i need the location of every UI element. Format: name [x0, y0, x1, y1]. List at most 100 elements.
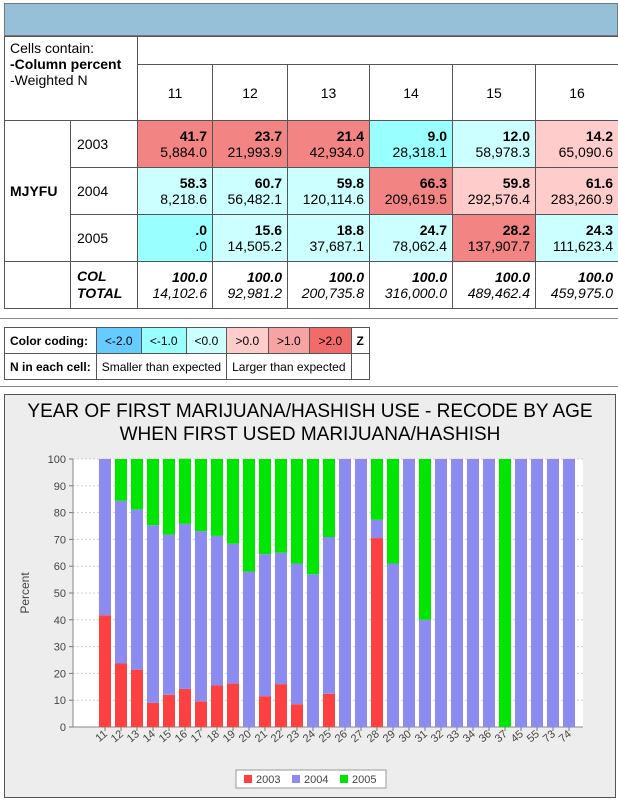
cell-weighted-n: 21,993.9 [227, 144, 283, 160]
header-bar [4, 3, 618, 36]
cell-weighted-n: 65,090.6 [558, 144, 614, 160]
table-cell: 12.0 58,978.3 [452, 120, 537, 168]
bar-segment-2003 [211, 685, 223, 727]
larger-than-expected: Larger than expected [226, 353, 352, 380]
bar-segment-2004 [323, 536, 335, 694]
bar-segment-2004 [483, 459, 495, 727]
bar-segment-2004 [291, 563, 303, 705]
bar-segment-2005 [291, 459, 303, 564]
cell-weighted-n: 28,318.1 [392, 144, 448, 160]
column-header: 13 [287, 64, 371, 121]
color-swatch: <-2.0 [95, 327, 142, 354]
bar-segment-2003 [163, 694, 175, 727]
cell-percent: 24.3 [585, 222, 614, 238]
total-percent: 100.0 [411, 269, 448, 285]
total-cell: 100.0 489,462.4 [452, 261, 537, 309]
table-cell: 24.3 111,623.4 [535, 214, 618, 262]
legend-label-2005: 2005 [352, 774, 376, 786]
x-tick-label: 12 [109, 728, 126, 745]
total-weighted-n: 459,975.0 [550, 285, 614, 301]
legend-item-column-percent: -Column percent [10, 56, 122, 72]
cells-contain-legend: Cells contain: -Column percent -Weighted… [3, 36, 139, 121]
cell-weighted-n: 5,884.0 [160, 144, 208, 160]
bar-segment-2003 [275, 684, 287, 727]
color-swatch: <-1.0 [140, 327, 187, 354]
cell-weighted-n: 37,687.1 [309, 238, 365, 254]
bar-segment-2005 [147, 459, 159, 526]
total-cell: 100.0 316,000.0 [369, 261, 454, 309]
cell-percent: 60.7 [254, 175, 283, 191]
bar-segment-2004 [531, 459, 543, 727]
table-cell: 59.8 120,114.6 [287, 167, 371, 215]
y-tick-label: 60 [54, 561, 66, 573]
bar-segment-2004 [307, 574, 319, 727]
y-tick-label: 10 [54, 695, 66, 707]
cell-percent: 61.6 [585, 175, 614, 191]
table-cell: 24.7 78,062.4 [369, 214, 454, 262]
cell-percent: 15.6 [254, 222, 283, 238]
empty-cell [4, 261, 71, 309]
row-label: 2005 [69, 214, 139, 262]
table-cell: 41.7 5,884.0 [137, 120, 214, 168]
legend-label-2003: 2003 [256, 774, 280, 786]
bar-segment-2004 [147, 525, 159, 703]
bar-segment-2004 [275, 552, 287, 685]
x-tick-label: 36 [477, 728, 494, 745]
table-cell: 21.4 42,934.0 [287, 120, 371, 168]
cell-percent: 58.3 [179, 175, 208, 191]
row-label: 2004 [69, 167, 139, 215]
bar-segment-2005 [179, 458, 191, 524]
bar-segment-2004 [435, 459, 447, 727]
cell-weighted-n: 56,482.1 [227, 191, 283, 207]
total-label-line: TOTAL [77, 285, 123, 301]
legend-title: Cells contain: [10, 40, 95, 56]
bar-segment-2004 [547, 459, 559, 727]
x-tick-label: 27 [349, 728, 366, 745]
x-tick-label: 16 [173, 728, 190, 745]
cell-percent: 28.2 [502, 222, 531, 238]
cell-percent: 21.4 [336, 128, 365, 144]
color-swatch: >2.0 [309, 327, 352, 354]
color-coding-legend: Color coding: <-2.0 <-1.0 <0.0 >0.0 >1.0 >2.0… [4, 327, 370, 380]
y-tick-label: 30 [54, 642, 66, 654]
total-cell: 100.0 92,981.2 [212, 261, 289, 309]
row-label: 2003 [69, 120, 139, 168]
y-tick-label: 90 [54, 481, 66, 493]
smaller-than-expected: Smaller than expected [95, 353, 228, 380]
bar-segment-2003 [179, 688, 191, 727]
bar-segment-2004 [195, 531, 207, 702]
table-row: MJYFU 2003 41.7 5,884.0 23.7 21,993.9 21.4 42,9… [4, 120, 618, 262]
cell-weighted-n: 78,062.4 [392, 238, 448, 254]
y-tick-label: 70 [54, 534, 66, 546]
cell-percent: .0 [195, 222, 208, 238]
bar-segment-2004 [419, 619, 431, 727]
x-tick-label: 30 [397, 728, 414, 745]
x-tick-label: 23 [285, 728, 302, 745]
bar-segment-2004 [467, 459, 479, 727]
total-label: COL TOTAL [69, 261, 139, 309]
bar-segment-2005 [275, 459, 287, 553]
legend-item-weighted-n: -Weighted N [10, 72, 88, 88]
table-cell: 23.7 21,993.9 [212, 120, 289, 168]
cell-weighted-n: 14,505.2 [227, 238, 283, 254]
total-weighted-n: 200,735.8 [301, 285, 365, 301]
x-tick-label: 73 [541, 728, 558, 745]
x-tick-label: 31 [413, 728, 430, 745]
color-coding-label: Color coding: [4, 327, 97, 354]
table-cell: 9.0 28,318.1 [369, 120, 454, 168]
table-row: 2005.0.0 15.6 14,505.2 18.8 37,687.1 24.7 78,0… [5, 214, 618, 262]
stacked-bar-chart: 0102030405060708090100Percent11121314151… [18, 454, 583, 789]
cell-percent: 59.8 [502, 175, 531, 191]
bar-segment-2005 [115, 459, 127, 501]
total-cell: 100.0 200,735.8 [287, 261, 371, 309]
x-tick-label: 33 [445, 728, 462, 745]
total-percent: 100.0 [328, 269, 365, 285]
x-tick-label: 17 [189, 728, 206, 745]
crosstab-table: Cells contain: -Column percent -Weighted… [3, 36, 618, 309]
column-header: 14 [369, 64, 454, 121]
x-tick-label: 14 [141, 728, 158, 745]
bar-segment-2004 [131, 509, 143, 670]
color-swatch: >1.0 [267, 327, 311, 354]
bar-segment-2005 [131, 459, 143, 510]
bar-segment-2003 [195, 701, 207, 727]
